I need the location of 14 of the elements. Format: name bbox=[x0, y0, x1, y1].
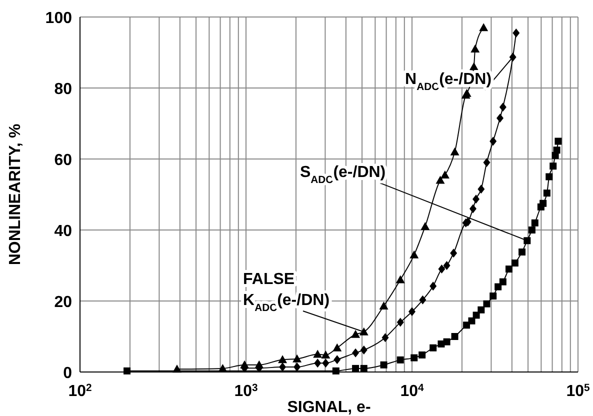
y-tick-label: 80 bbox=[54, 81, 72, 98]
y-axis-title: NONLINEARITY, % bbox=[7, 124, 24, 266]
y-tick-label: 100 bbox=[45, 10, 72, 27]
x-tick-label: 10$^{4}$ bbox=[400, 382, 424, 400]
y-tick-label: 0 bbox=[63, 365, 72, 382]
x-tick-label: 10$^{3}$ bbox=[234, 382, 258, 400]
x-axis-title: SIGNAL, e- bbox=[287, 399, 371, 416]
y-tick-label: 40 bbox=[54, 223, 72, 240]
x-tick-label: 10$^{2}$ bbox=[68, 382, 92, 400]
x-tick-label: 10$^{5}$ bbox=[566, 382, 590, 400]
y-tick-label: 60 bbox=[54, 152, 72, 169]
text: S$_{ADC}$(e-/DN) bbox=[300, 164, 386, 186]
series-label: FALSE K$_{ADC}$(e-/DN) bbox=[243, 271, 330, 314]
y-tick-label: 20 bbox=[54, 294, 72, 311]
